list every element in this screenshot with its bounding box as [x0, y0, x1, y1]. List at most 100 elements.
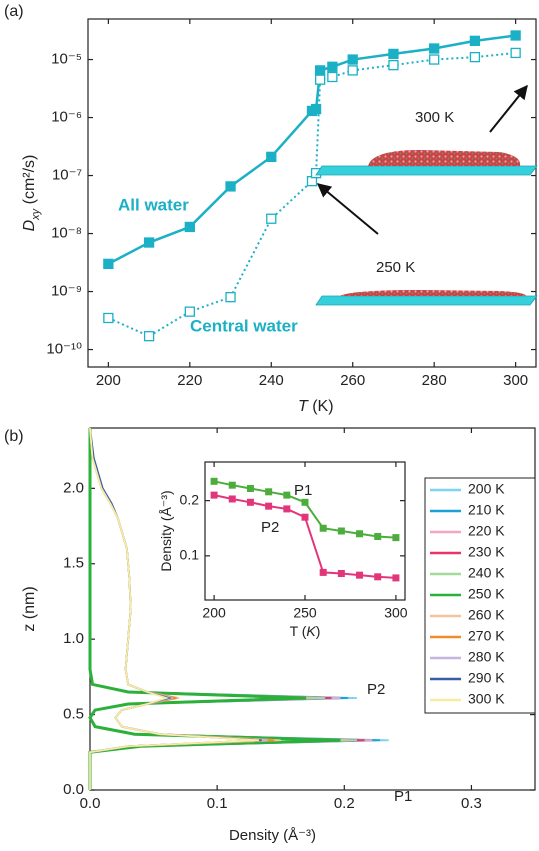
y-tick-label: 10⁻¹⁰ — [46, 341, 82, 358]
marker — [469, 51, 481, 63]
marker — [337, 527, 345, 535]
marker — [265, 502, 273, 510]
x-tick-label: 280 — [422, 372, 447, 389]
marker — [510, 47, 521, 59]
plot-frame — [87, 18, 537, 368]
legend-label: 280 K — [468, 649, 505, 665]
marker — [283, 505, 291, 513]
y-tick-label: 10⁻⁶ — [51, 109, 82, 126]
marker — [392, 574, 400, 582]
marker — [429, 43, 440, 54]
marker — [388, 48, 399, 60]
x-tick-label: 200 — [96, 372, 121, 389]
marker — [301, 498, 309, 506]
marker — [228, 481, 236, 489]
x-tick-label: 0.1 — [207, 795, 228, 812]
marker — [356, 530, 364, 538]
arrow-300k — [489, 84, 528, 133]
x-axis-title: T (K) — [298, 398, 334, 415]
y-tick-label: 1.5 — [63, 555, 84, 572]
y-axis-title-part: xy — [30, 207, 42, 221]
marker — [347, 65, 358, 76]
marker — [184, 306, 195, 317]
y-axis-title-part: Density (Å⁻³) — [158, 490, 174, 571]
slab-300k — [315, 150, 538, 176]
y-tick-label: 0.1 — [180, 547, 200, 563]
x-tick-label: 250 — [293, 605, 317, 621]
marker — [143, 331, 155, 342]
series-line — [213, 494, 396, 579]
legend-label: 240 K — [468, 565, 505, 581]
x-axis-title-part: T — [298, 398, 309, 415]
marker — [327, 71, 338, 83]
marker — [283, 491, 291, 499]
marker — [184, 221, 195, 233]
marker — [225, 181, 236, 192]
marker — [374, 573, 382, 581]
marker — [103, 258, 114, 270]
x-axis-title: Density (Å⁻³) — [229, 827, 316, 844]
marker — [314, 74, 326, 85]
x-tick-label: 0.2 — [334, 795, 355, 812]
marker — [319, 524, 327, 532]
marker — [337, 570, 345, 578]
x-tick-label: 240 — [259, 372, 284, 389]
annotation: P1 — [394, 788, 412, 805]
legend-label: 210 K — [468, 502, 505, 518]
annotation: 250 K — [376, 259, 415, 276]
y-tick-label: 0.5 — [63, 706, 84, 723]
x-axis-title-part: K — [306, 623, 316, 639]
marker — [347, 54, 358, 65]
y-axis-title-part: z (nm) — [21, 586, 38, 631]
legend-label: 260 K — [468, 607, 505, 623]
y-tick-label: 1.0 — [63, 630, 84, 647]
x-tick-label: 300 — [503, 372, 528, 389]
marker — [310, 103, 322, 115]
legend-label: 220 K — [468, 523, 505, 539]
marker — [143, 237, 155, 248]
x-tick-label: 200 — [202, 605, 226, 621]
annotation: P2 — [367, 681, 385, 698]
marker — [392, 534, 400, 542]
marker — [246, 498, 254, 506]
x-axis-title: T (K) — [290, 623, 321, 639]
y-axis-title-part: D — [21, 219, 38, 231]
marker — [225, 292, 236, 303]
marker — [103, 312, 114, 324]
legend-label: 250 K — [468, 586, 505, 602]
series-label: Central water — [190, 316, 298, 335]
panel-label: (b) — [4, 428, 24, 445]
marker — [210, 477, 218, 485]
marker — [265, 488, 273, 496]
marker — [510, 30, 521, 41]
series-line — [107, 51, 516, 338]
panel-label: (a) — [4, 3, 24, 20]
marker — [210, 491, 218, 499]
marker — [374, 533, 382, 541]
marker — [266, 151, 277, 163]
marker — [327, 61, 338, 72]
legend-label: 200 K — [468, 481, 505, 497]
y-axis-title-part: (cm²/s) — [21, 155, 38, 209]
y-tick-label: 0.0 — [63, 781, 84, 798]
y-axis-title: z (nm) — [21, 586, 38, 631]
series-line — [107, 34, 516, 265]
x-tick-label: 300 — [384, 605, 408, 621]
marker — [469, 35, 481, 47]
y-axis-title: Dxy (cm²/s) — [21, 155, 42, 232]
marker — [314, 65, 326, 76]
y-axis-title: Density (Å⁻³) — [158, 490, 174, 571]
y-tick-label: 0.2 — [180, 491, 200, 507]
y-tick-label: 10⁻⁸ — [51, 225, 82, 242]
annotation: 300 K — [415, 109, 454, 126]
slab-250k — [315, 290, 538, 306]
marker — [266, 213, 277, 224]
marker — [319, 568, 327, 576]
x-tick-label: 260 — [340, 372, 365, 389]
x-tick-label: 0.3 — [461, 795, 482, 812]
x-axis-title-part: ) — [316, 623, 321, 639]
profile-line — [89, 427, 260, 790]
marker — [246, 484, 254, 492]
legend-label: 300 K — [468, 691, 505, 707]
